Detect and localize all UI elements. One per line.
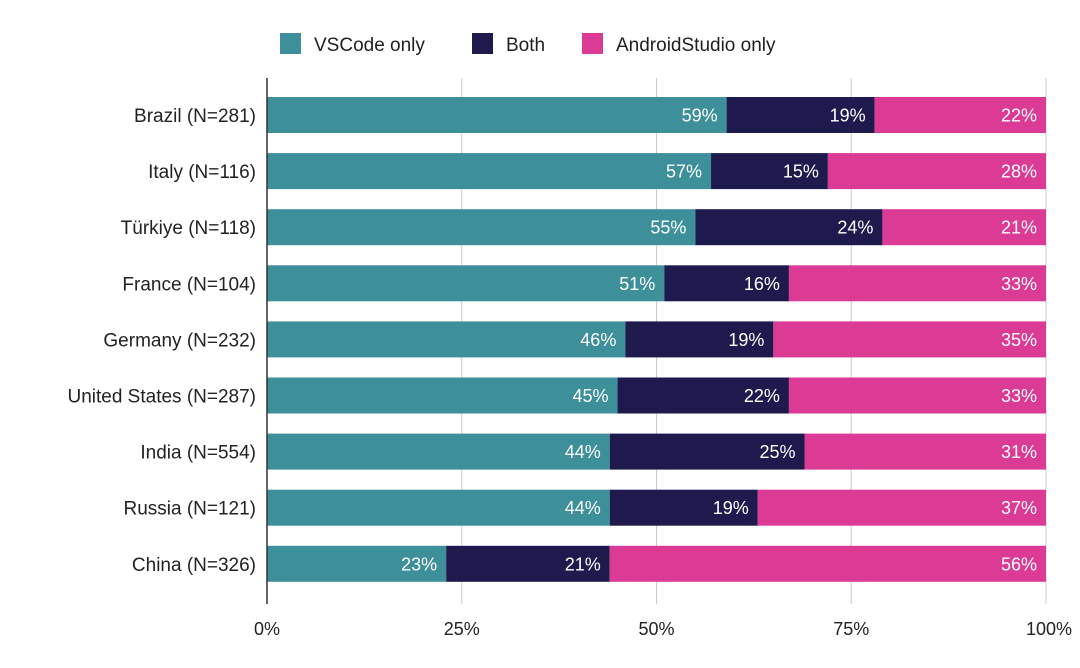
bar-t-rkiye-androidstudio-only	[882, 209, 1046, 246]
bar-india-vscode-only	[267, 433, 610, 470]
bar-brazil-vscode-only	[267, 97, 727, 133]
category-label-france: France (N=104)	[122, 274, 256, 295]
data-label-t-rkiye-both: 24%	[837, 218, 873, 238]
bar-france-androidstudio-only	[788, 265, 1046, 302]
data-label-france-both: 16%	[744, 274, 780, 294]
bar-russia-androidstudio-only	[757, 489, 1046, 526]
data-label-germany-vscode-only: 46%	[580, 330, 616, 350]
category-label-china: China (N=326)	[132, 555, 256, 576]
legend: VSCode only Both AndroidStudio only	[280, 33, 776, 56]
bar-brazil-androidstudio-only	[874, 97, 1046, 133]
data-label-russia-vscode-only: 44%	[565, 498, 601, 518]
data-label-russia-androidstudio-only: 37%	[1001, 498, 1037, 518]
bar-united-states-both	[617, 377, 789, 414]
data-label-china-androidstudio-only: 56%	[1001, 554, 1037, 574]
data-label-germany-both: 19%	[728, 330, 764, 350]
bar-china-both	[446, 545, 610, 582]
bar-france-both	[664, 265, 789, 302]
category-labels: Brazil (N=281) Italy (N=116) Türkiye (N=11…	[67, 106, 256, 576]
bar-united-states-androidstudio-only	[788, 377, 1046, 414]
bar-india-both	[609, 433, 805, 470]
bar-russia-vscode-only	[267, 489, 610, 526]
data-label-russia-both: 19%	[713, 498, 749, 518]
x-tick-label-75: 75%	[833, 619, 869, 639]
category-label-germany: Germany (N=232)	[103, 330, 256, 351]
data-label-india-vscode-only: 44%	[565, 442, 601, 462]
data-label-united-states-androidstudio-only: 33%	[1001, 386, 1037, 406]
category-label-russia: Russia (N=121)	[123, 499, 256, 520]
x-tick-label-50: 50%	[638, 619, 674, 639]
x-tick-label-100: 100%	[1026, 619, 1072, 639]
data-label-united-states-both: 22%	[744, 386, 780, 406]
data-label-india-androidstudio-only: 31%	[1001, 442, 1037, 462]
data-label-brazil-vscode-only: 59%	[682, 106, 718, 126]
bar-germany-both	[625, 321, 774, 358]
bar-france-vscode-only	[267, 265, 665, 302]
legend-swatch-androidstudio-only	[582, 33, 603, 54]
category-label-india: India (N=554)	[140, 443, 256, 464]
data-label-india-both: 25%	[759, 442, 795, 462]
bar-germany-vscode-only	[267, 321, 626, 358]
bar-brazil-both	[726, 97, 875, 133]
legend-label-both: Both	[506, 35, 545, 56]
data-label-united-states-vscode-only: 45%	[573, 386, 609, 406]
bar-italy-vscode-only	[267, 153, 712, 190]
data-label-italy-androidstudio-only: 28%	[1001, 162, 1037, 182]
bar-t-rkiye-vscode-only	[267, 209, 696, 246]
bar-india-androidstudio-only	[804, 433, 1046, 470]
data-label-france-vscode-only: 51%	[619, 274, 655, 294]
data-label-italy-both: 15%	[783, 162, 819, 182]
data-label-brazil-androidstudio-only: 22%	[1001, 106, 1037, 126]
legend-swatch-both	[472, 33, 493, 54]
legend-label-vscode-only: VSCode only	[314, 35, 425, 56]
bar-germany-androidstudio-only	[773, 321, 1046, 358]
data-label-t-rkiye-androidstudio-only: 21%	[1001, 218, 1037, 238]
bar-united-states-vscode-only	[267, 377, 618, 414]
legend-label-androidstudio-only: AndroidStudio only	[616, 35, 776, 56]
x-tick-labels: 0% 25% 50% 75% 100%	[254, 619, 1072, 639]
bar-russia-both	[609, 489, 758, 526]
bar-t-rkiye-both	[695, 209, 883, 246]
bar-china-vscode-only	[267, 545, 447, 582]
data-label-brazil-both: 19%	[830, 106, 866, 126]
data-label-china-both: 21%	[565, 554, 601, 574]
x-tick-label-25: 25%	[444, 619, 480, 639]
data-label-t-rkiye-vscode-only: 55%	[650, 218, 686, 238]
data-label-germany-androidstudio-only: 35%	[1001, 330, 1037, 350]
bar-italy-androidstudio-only	[827, 153, 1046, 190]
category-label-italy: Italy (N=116)	[148, 162, 256, 183]
category-label-brazil: Brazil (N=281)	[134, 106, 256, 127]
x-tick-label-0: 0%	[254, 619, 280, 639]
data-label-france-androidstudio-only: 33%	[1001, 274, 1037, 294]
category-label-t-rkiye: Türkiye (N=118)	[121, 218, 256, 239]
bar-china-androidstudio-only	[609, 545, 1046, 582]
data-label-china-vscode-only: 23%	[401, 554, 437, 574]
bar-italy-both	[711, 153, 828, 190]
category-label-united-states: United States (N=287)	[67, 387, 256, 408]
legend-swatch-vscode-only	[280, 33, 301, 54]
data-label-italy-vscode-only: 57%	[666, 162, 702, 182]
bars: 59% 19% 22% 57% 15% 28% 55% 24% 21% 51% 16% 33% 46% 1…	[267, 97, 1046, 582]
